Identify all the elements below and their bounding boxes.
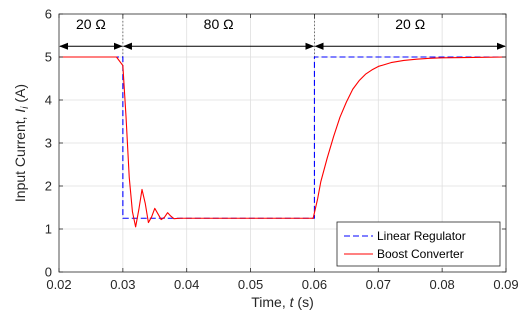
axis-ticks xyxy=(58,13,507,273)
legend-box xyxy=(336,221,501,267)
y-axis-label-suffix: (A) xyxy=(12,84,28,107)
y-tick-label: 6 xyxy=(45,7,52,22)
x-axis-label-variable: t xyxy=(290,294,295,310)
x-tick-label: 0.09 xyxy=(493,277,518,292)
y-tick-label: 4 xyxy=(45,93,52,108)
x-tick-label: 0.04 xyxy=(174,277,199,292)
legend-entry-label: Linear Regulator xyxy=(377,229,466,243)
x-axis-label-prefix: Time, xyxy=(251,294,289,310)
y-tick-label: 3 xyxy=(45,136,52,151)
x-tick-label: 0.03 xyxy=(110,277,135,292)
series-line-linear-regulator xyxy=(59,56,506,219)
y-tick-label: 5 xyxy=(45,50,52,65)
annotation-guides xyxy=(122,14,315,57)
y-axis-label-variable: I xyxy=(12,109,28,113)
y-tick-label: 0 xyxy=(45,265,52,280)
legend-entry-label: Boost Converter xyxy=(377,247,464,261)
x-tick-label: 0.08 xyxy=(429,277,454,292)
x-tick-label: 0.05 xyxy=(238,277,263,292)
legend: Linear Regulator Boost Converter xyxy=(336,221,501,267)
annotation-label: 80 Ω xyxy=(204,16,234,32)
x-axis-label-suffix: (s) xyxy=(294,294,314,310)
x-tick-label: 0.06 xyxy=(302,277,327,292)
y-axis-label-prefix: Input Current, xyxy=(12,113,28,203)
annotations: 20 Ω 80 Ω 20 Ω xyxy=(59,15,506,50)
y-tick-label: 1 xyxy=(45,222,52,237)
x-tick-labels: 0.02 0.03 0.04 0.05 0.06 0.07 0.08 0.09 xyxy=(46,277,518,292)
annotation-label: 20 Ω xyxy=(76,16,106,32)
x-tick-label: 0.02 xyxy=(46,277,71,292)
x-axis-label: Time, t (s) xyxy=(251,294,313,310)
y-tick-labels: 0 1 2 3 4 5 6 xyxy=(45,7,52,280)
y-axis-label-subscript: i xyxy=(20,106,31,109)
x-tick-label: 0.07 xyxy=(366,277,391,292)
annotation-label-background xyxy=(390,15,431,32)
y-tick-label: 2 xyxy=(45,179,52,194)
series-line-boost-converter xyxy=(59,56,507,228)
annotation-label-background xyxy=(70,15,111,32)
series-lines xyxy=(59,56,507,228)
y-axis-label: Input Current, Ii (A) xyxy=(12,84,31,202)
annotation-label: 20 Ω xyxy=(395,16,425,32)
annotation-label-background xyxy=(198,15,239,32)
